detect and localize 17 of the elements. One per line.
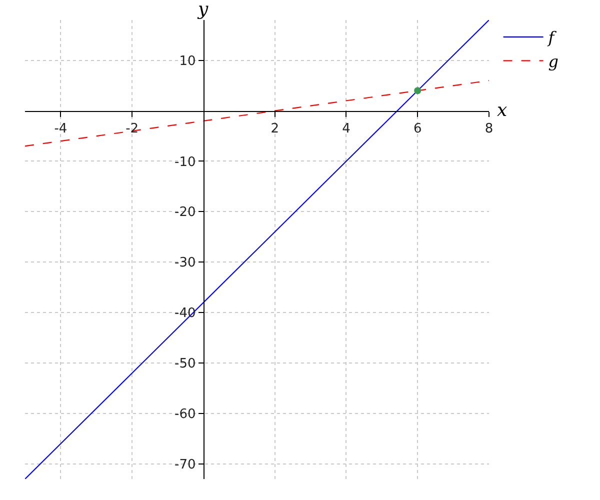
x-axis-title: x bbox=[497, 100, 508, 121]
x-tick-label: -2 bbox=[126, 121, 139, 136]
y-tick-label: -30 bbox=[174, 256, 196, 271]
y-tick-label: -70 bbox=[174, 457, 196, 472]
y-tick-label: -20 bbox=[174, 205, 196, 220]
x-tick-label: -4 bbox=[54, 121, 68, 136]
x-tick-label: 4 bbox=[342, 121, 350, 136]
y-tick-label: -10 bbox=[174, 154, 196, 170]
y-tick-label: 10 bbox=[179, 54, 196, 69]
y-tick-label: -60 bbox=[174, 406, 196, 422]
y-axis-title: y bbox=[197, 0, 209, 20]
y-tick-label: -50 bbox=[174, 356, 196, 372]
x-tick-label: 2 bbox=[270, 121, 279, 136]
legend-label: f bbox=[547, 28, 558, 48]
x-tick-label: 8 bbox=[484, 121, 494, 136]
legend-label: g bbox=[548, 52, 559, 71]
x-tick-label: 6 bbox=[413, 121, 422, 136]
